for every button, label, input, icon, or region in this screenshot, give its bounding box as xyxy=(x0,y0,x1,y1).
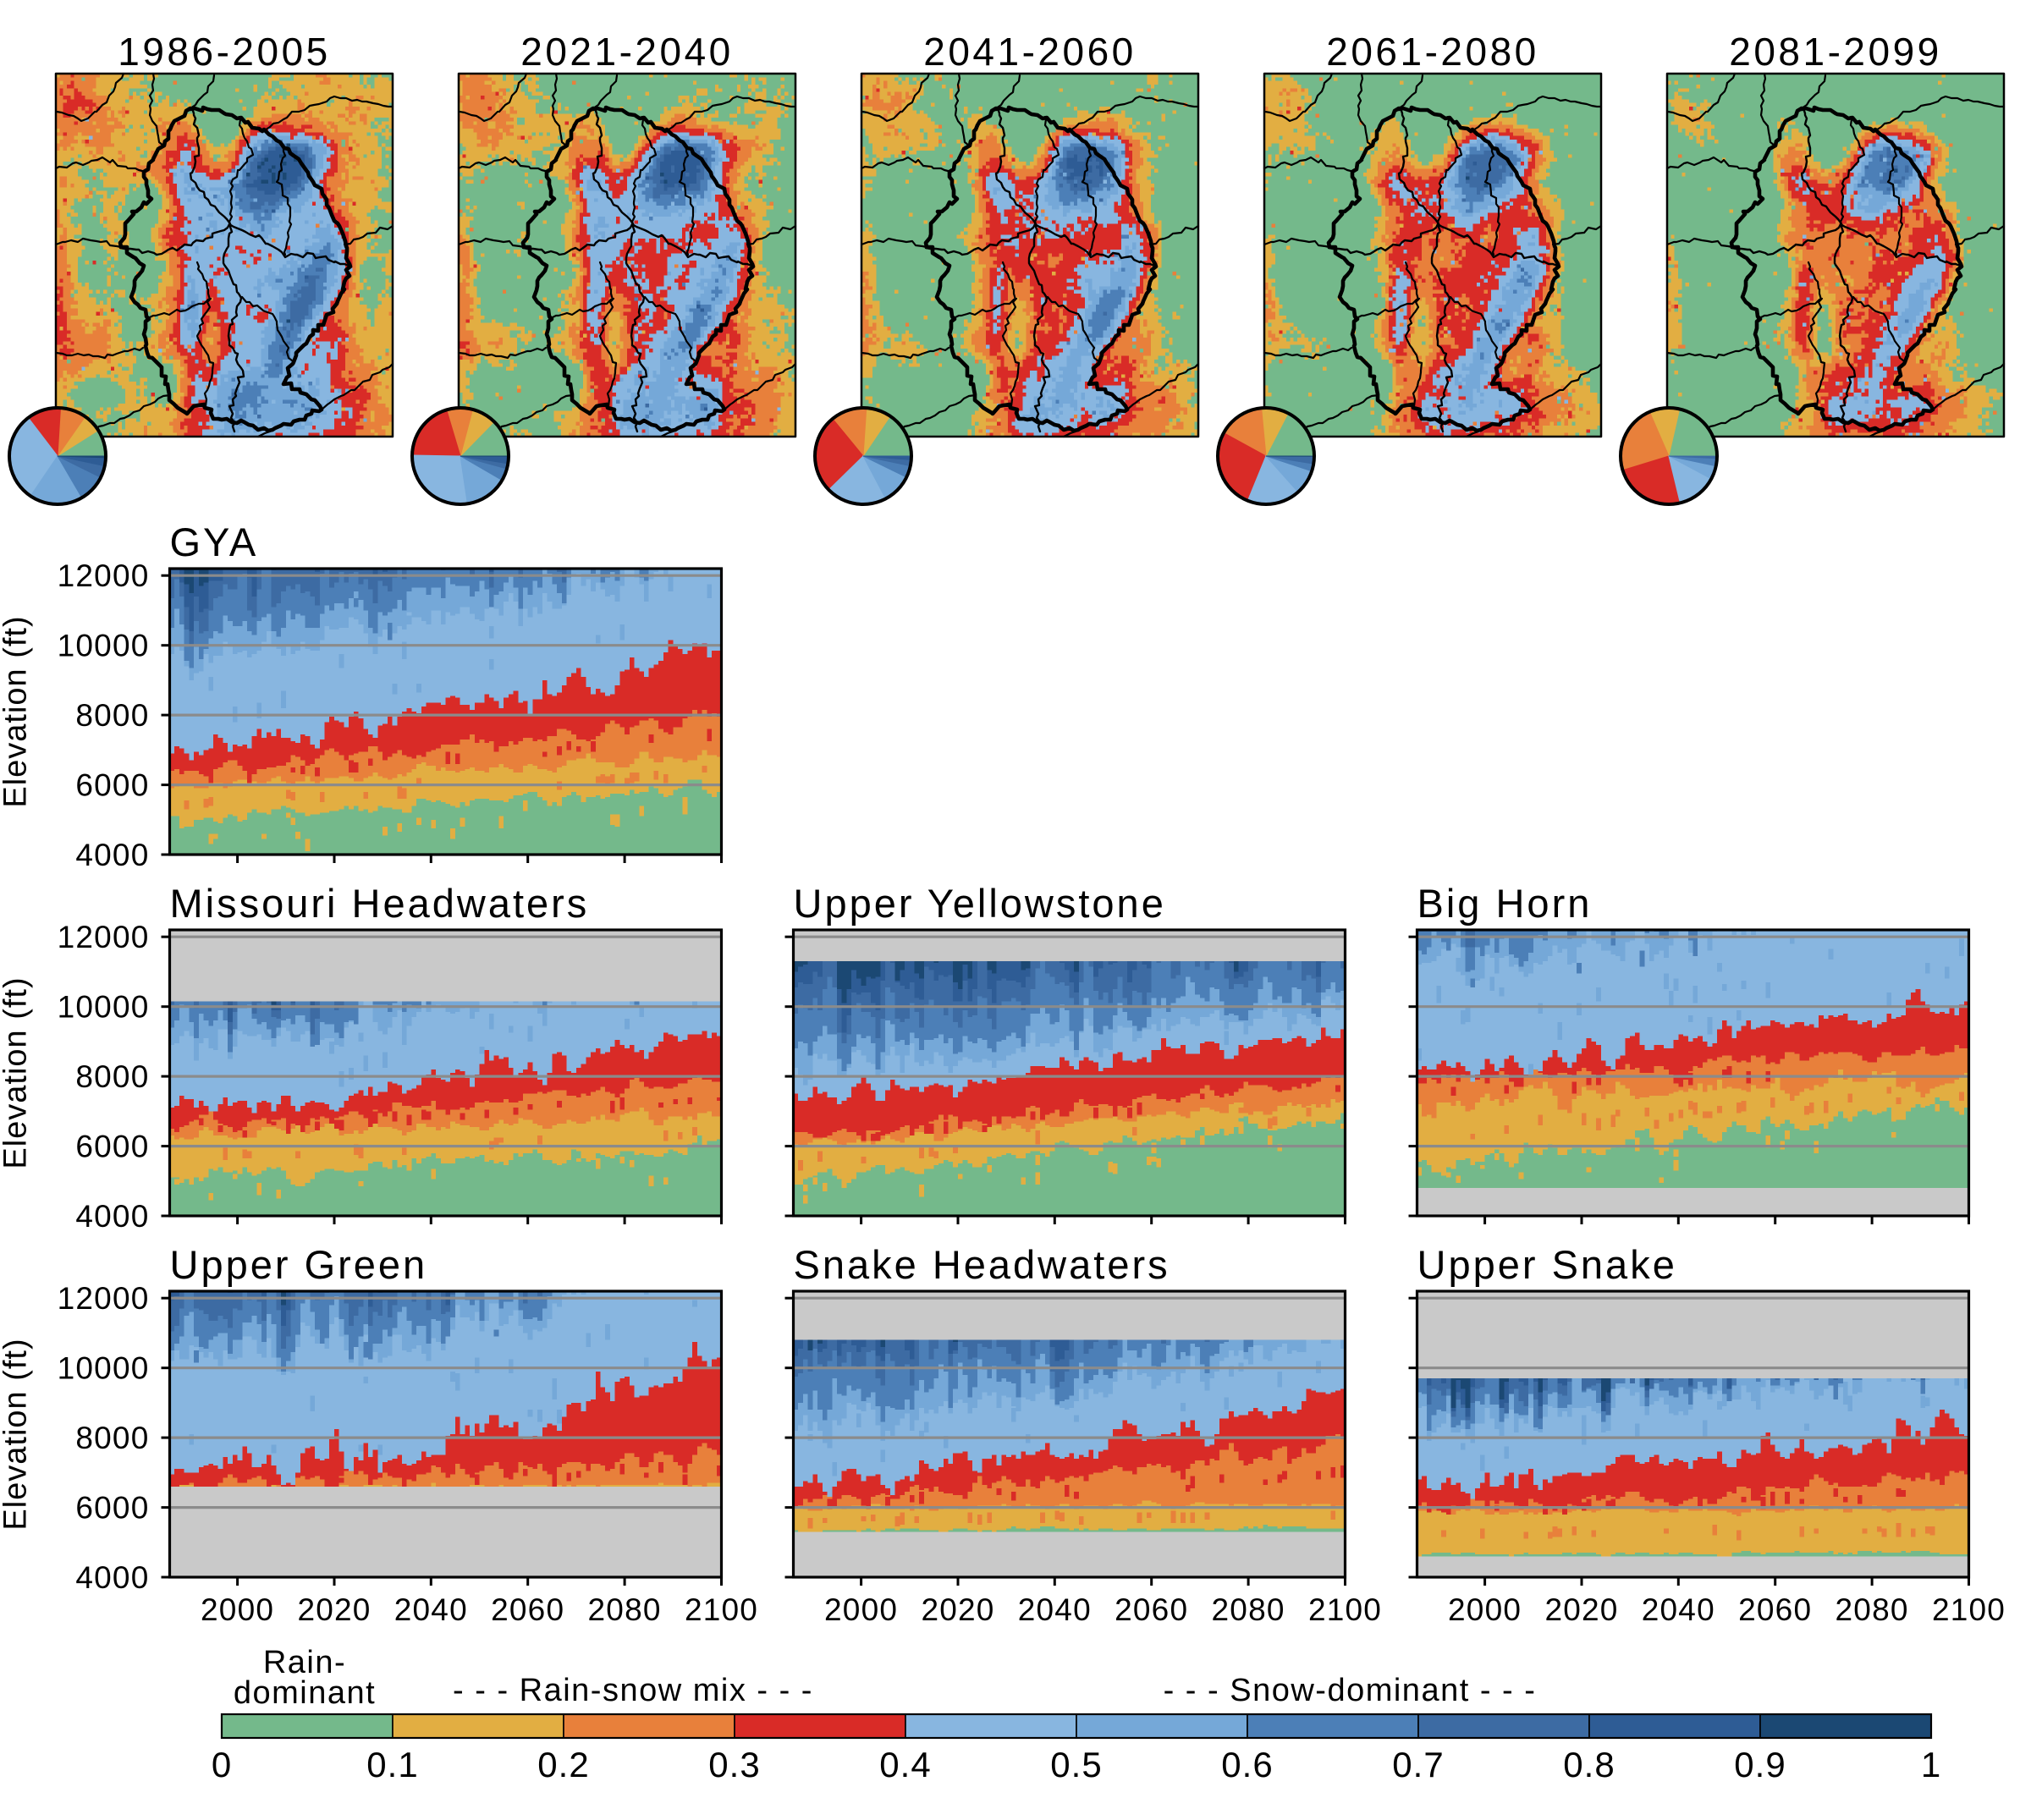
svg-text:2040: 2040 xyxy=(1642,1592,1715,1627)
svg-text:10000: 10000 xyxy=(58,1351,150,1386)
svg-text:2081-2099: 2081-2099 xyxy=(1729,30,1941,74)
svg-text:8000: 8000 xyxy=(75,1421,149,1455)
svg-text:0.3: 0.3 xyxy=(708,1745,760,1784)
svg-text:Elevation (ft): Elevation (ft) xyxy=(0,976,34,1168)
svg-text:2020: 2020 xyxy=(297,1592,371,1627)
svg-text:Rain-: Rain- xyxy=(263,1645,346,1680)
svg-text:0.8: 0.8 xyxy=(1563,1745,1615,1784)
svg-text:2041-2060: 2041-2060 xyxy=(923,30,1136,74)
svg-text:4000: 4000 xyxy=(75,838,149,872)
svg-text:Snake Headwaters: Snake Headwaters xyxy=(794,1242,1170,1287)
svg-text:2080: 2080 xyxy=(1212,1592,1285,1627)
svg-text:2060: 2060 xyxy=(1115,1592,1188,1627)
svg-text:GYA: GYA xyxy=(170,520,259,564)
svg-text:2021-2040: 2021-2040 xyxy=(520,30,733,74)
svg-text:12000: 12000 xyxy=(58,1281,150,1316)
svg-text:2100: 2100 xyxy=(685,1592,758,1627)
svg-text:Elevation (ft): Elevation (ft) xyxy=(0,1338,34,1530)
svg-text:- - - Snow-dominant - - -: - - - Snow-dominant - - - xyxy=(1164,1673,1537,1708)
svg-text:0.1: 0.1 xyxy=(366,1745,418,1784)
svg-text:Upper Yellowstone: Upper Yellowstone xyxy=(794,881,1166,926)
svg-text:- - - Rain-snow mix - - -: - - - Rain-snow mix - - - xyxy=(453,1673,813,1708)
svg-text:2000: 2000 xyxy=(824,1592,898,1627)
svg-text:2100: 2100 xyxy=(1308,1592,1382,1627)
svg-text:0.4: 0.4 xyxy=(879,1745,931,1784)
svg-text:0.9: 0.9 xyxy=(1734,1745,1786,1784)
svg-text:6000: 6000 xyxy=(75,768,149,803)
svg-text:2000: 2000 xyxy=(1448,1592,1522,1627)
svg-text:10000: 10000 xyxy=(58,990,150,1025)
svg-text:1: 1 xyxy=(1921,1745,1941,1784)
svg-text:Missouri Headwaters: Missouri Headwaters xyxy=(170,881,590,926)
svg-text:6000: 6000 xyxy=(75,1491,149,1526)
svg-text:Upper Green: Upper Green xyxy=(170,1242,428,1287)
svg-text:dominant: dominant xyxy=(234,1675,376,1711)
svg-text:2020: 2020 xyxy=(1544,1592,1618,1627)
svg-text:12000: 12000 xyxy=(58,920,150,954)
svg-text:6000: 6000 xyxy=(75,1130,149,1164)
svg-text:0: 0 xyxy=(212,1745,232,1784)
svg-text:2080: 2080 xyxy=(588,1592,662,1627)
svg-text:8000: 8000 xyxy=(75,1059,149,1094)
svg-text:2040: 2040 xyxy=(394,1592,468,1627)
svg-text:10000: 10000 xyxy=(58,629,150,663)
svg-text:4000: 4000 xyxy=(75,1199,149,1234)
svg-text:2061-2080: 2061-2080 xyxy=(1326,30,1538,74)
svg-text:2100: 2100 xyxy=(1932,1592,2006,1627)
svg-text:0.6: 0.6 xyxy=(1221,1745,1273,1784)
svg-text:Big Horn: Big Horn xyxy=(1417,881,1593,926)
svg-text:2080: 2080 xyxy=(1836,1592,1909,1627)
svg-text:2060: 2060 xyxy=(1738,1592,1812,1627)
svg-text:0.7: 0.7 xyxy=(1392,1745,1444,1784)
svg-text:1986-2005: 1986-2005 xyxy=(118,30,330,74)
svg-text:2040: 2040 xyxy=(1018,1592,1092,1627)
svg-text:4000: 4000 xyxy=(75,1560,149,1595)
svg-text:8000: 8000 xyxy=(75,698,149,733)
svg-text:Upper Snake: Upper Snake xyxy=(1417,1242,1677,1287)
svg-text:2000: 2000 xyxy=(201,1592,274,1627)
svg-text:2020: 2020 xyxy=(921,1592,994,1627)
svg-text:0.2: 0.2 xyxy=(537,1745,589,1784)
svg-text:Elevation (ft): Elevation (ft) xyxy=(0,615,34,807)
svg-text:12000: 12000 xyxy=(58,558,150,593)
svg-text:0.5: 0.5 xyxy=(1050,1745,1102,1784)
svg-text:2060: 2060 xyxy=(491,1592,564,1627)
